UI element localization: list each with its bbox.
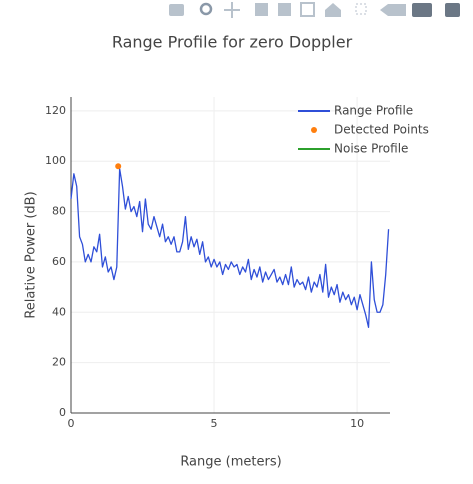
spike-icon[interactable]: [355, 3, 367, 15]
y-tick-label: 20: [52, 356, 66, 369]
home-icon[interactable]: [325, 3, 341, 17]
hover-compare-icon[interactable]: [412, 3, 432, 17]
zoom-icon[interactable]: [199, 2, 213, 16]
zoom-out-icon[interactable]: [278, 3, 291, 16]
x-tick-label: 0: [68, 417, 75, 430]
plot-area: [70, 163, 390, 329]
legend-label[interactable]: Detected Points: [334, 123, 429, 137]
y-tick-label: 0: [59, 406, 66, 419]
detected-point: [115, 163, 122, 170]
line-series: [70, 168, 390, 329]
zoom-in-icon[interactable]: [255, 3, 268, 16]
y-tick-label: 80: [52, 205, 66, 218]
x-axis-title: Range (meters): [180, 455, 281, 470]
legend-label[interactable]: Range Profile: [334, 104, 413, 118]
y-tick-label: 60: [52, 255, 66, 268]
toggle-icon[interactable]: [445, 3, 460, 17]
autoscale-icon[interactable]: [300, 2, 315, 17]
grid: 0 20 40 60 80 100 120 0 5 10: [45, 97, 390, 430]
legend[interactable]: Range Profile Detected Points Noise Profil…: [298, 104, 429, 156]
modebar[interactable]: [169, 2, 460, 18]
chart-title: Range Profile for zero Doppler: [112, 33, 353, 52]
pan-icon[interactable]: [224, 2, 240, 18]
hover-closest-icon[interactable]: [380, 4, 406, 16]
x-tick-label: 10: [350, 417, 364, 430]
y-tick-label: 40: [52, 305, 66, 318]
y-axis-title: Relative Power (dB): [24, 191, 39, 318]
x-tick-label: 5: [211, 417, 218, 430]
y-tick-label: 120: [45, 104, 66, 117]
legend-swatch[interactable]: [311, 127, 317, 133]
legend-label[interactable]: Noise Profile: [334, 142, 408, 156]
y-tick-label: 100: [45, 154, 66, 167]
camera-icon[interactable]: [169, 4, 184, 16]
